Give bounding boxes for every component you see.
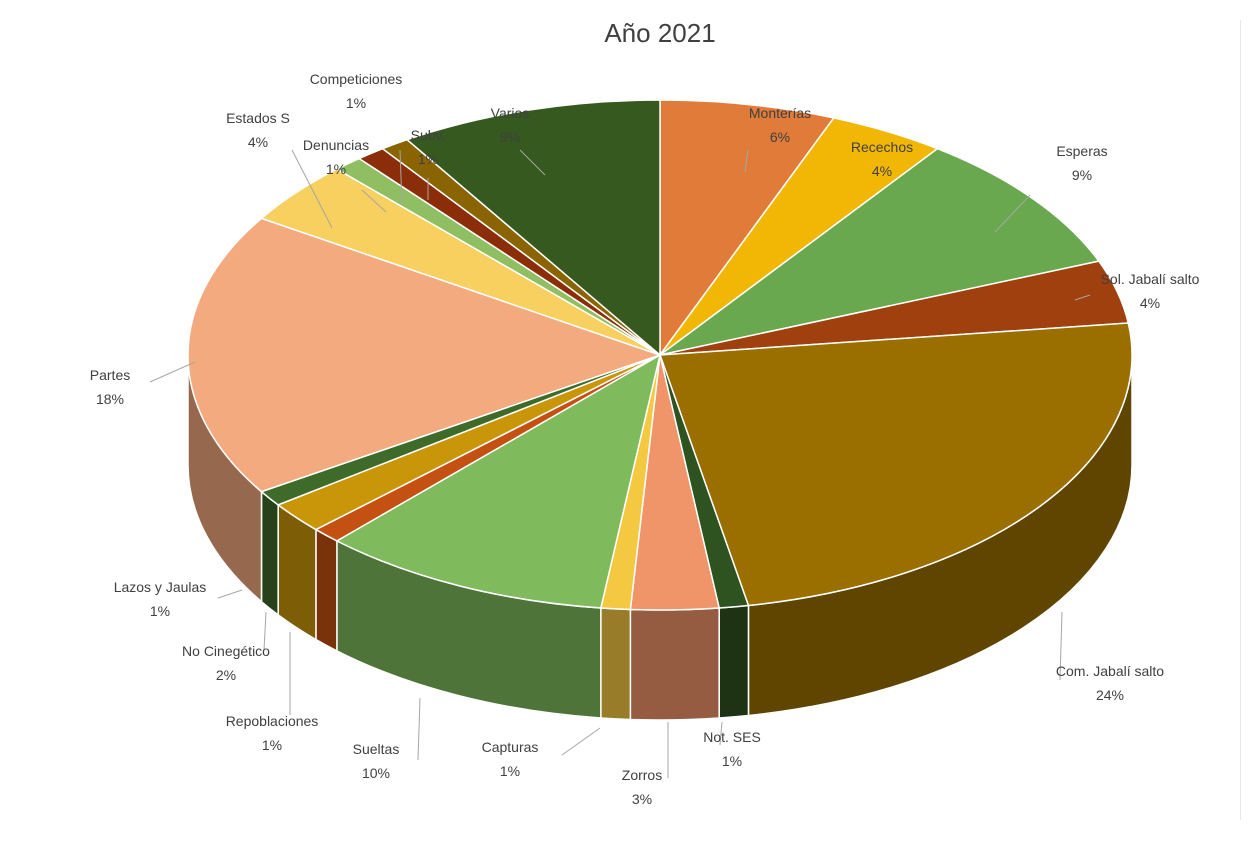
slice-label-14: Estados S — [226, 110, 290, 126]
slice-pct-14: 4% — [248, 134, 268, 150]
slice-label-18: Varios — [491, 105, 530, 121]
slice-pct-7: 3% — [632, 791, 652, 807]
slice-pct-12: 1% — [150, 603, 170, 619]
leader-line-8 — [561, 727, 601, 756]
pie-slice-5 — [658, 322, 1133, 607]
slice-pct-1: 6% — [770, 129, 790, 145]
leader-line-4 — [1074, 294, 1091, 301]
slice-label-13: Partes — [90, 367, 130, 383]
pie-side-8 — [600, 607, 632, 721]
slice-label-16: Competiciones — [310, 71, 403, 87]
pie-slice-18 — [405, 99, 661, 357]
slice-pct-13: 18% — [96, 391, 124, 407]
slice-label-4: Sol. Jabalí salto — [1101, 271, 1200, 287]
slice-label-3: Esperas — [1056, 143, 1107, 159]
slice-label-8: Capturas — [482, 739, 539, 755]
pie-slice-1 — [659, 99, 836, 358]
pie-slice-9 — [335, 353, 662, 609]
slice-label-9: Sueltas — [353, 741, 400, 757]
slice-label-2: Recechos — [851, 139, 913, 155]
slice-pct-18: 9% — [500, 129, 520, 145]
slice-label-10: Repoblaciones — [226, 713, 319, 729]
slice-pct-16: 1% — [346, 95, 366, 111]
pie-side-7 — [629, 607, 720, 721]
slice-pct-3: 9% — [1072, 167, 1092, 183]
slice-pct-17: 1% — [418, 151, 438, 167]
leader-line-9 — [417, 697, 421, 761]
slice-label-17: Subv. — [411, 127, 446, 143]
slice-label-7: Zorros — [622, 767, 662, 783]
chart-border — [1240, 20, 1241, 820]
slice-pct-4: 4% — [1140, 295, 1160, 311]
slice-label-12: Lazos y Jaulas — [114, 579, 207, 595]
slice-pct-8: 1% — [500, 763, 520, 779]
leader-line-16 — [399, 149, 403, 205]
slice-label-11: No Cinegético — [182, 643, 270, 659]
pie-labels: Monterías 6% Recechos 4% Esperas 9% Sol. Jabal… — [90, 71, 1200, 807]
chart-title: Año 2021 — [604, 18, 716, 48]
pie-side-6 — [718, 604, 750, 719]
slice-pct-10: 1% — [262, 737, 282, 753]
slice-pct-11: 2% — [216, 667, 236, 683]
slice-pct-6: 1% — [722, 753, 742, 769]
pie-slice-13 — [187, 217, 663, 493]
slice-pct-9: 10% — [362, 765, 390, 781]
leader-line-5 — [1059, 611, 1063, 681]
slice-pct-15: 1% — [326, 161, 346, 177]
leader-line-1 — [744, 149, 749, 173]
leader-line-15 — [361, 189, 387, 213]
slice-label-6: Not. SES — [703, 729, 761, 745]
leader-line-6 — [719, 721, 723, 746]
leader-line-18 — [519, 149, 546, 176]
slice-pct-5: 24% — [1096, 687, 1124, 703]
pie-side-12 — [260, 490, 279, 617]
leader-line-12 — [217, 589, 243, 599]
leader-line-11 — [263, 611, 267, 651]
slice-label-5: Com. Jabalí salto — [1056, 663, 1164, 679]
slice-pct-2: 4% — [872, 163, 892, 179]
pie-side-walls — [187, 354, 1133, 721]
leader-line-13 — [149, 361, 196, 383]
pie-side-10 — [315, 528, 338, 653]
pie-slices — [187, 99, 1133, 611]
pie-slice-3 — [659, 147, 1101, 356]
slice-label-15: Denuncias — [303, 137, 369, 153]
slice-label-1: Monterías — [749, 105, 811, 121]
leader-line-14 — [291, 149, 333, 229]
leader-line-3 — [994, 194, 1031, 233]
